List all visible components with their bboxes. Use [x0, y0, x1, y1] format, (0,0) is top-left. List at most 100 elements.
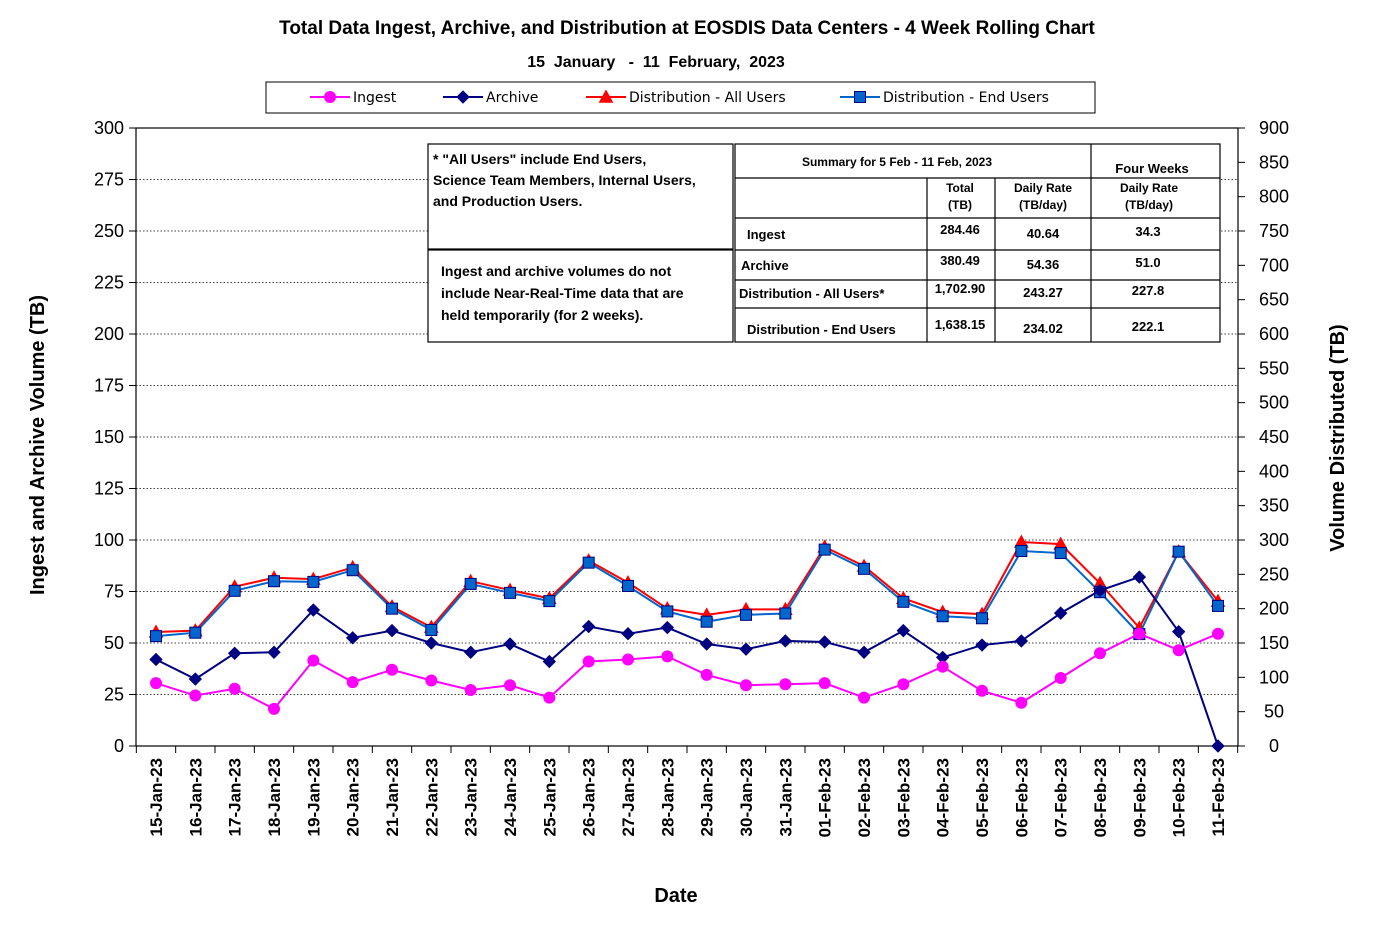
data-point — [1172, 644, 1185, 657]
x-axis-label: Date — [654, 885, 697, 907]
series-line — [155, 575, 1219, 747]
data-point — [189, 626, 202, 639]
x-tick-label: 06-Feb-23 — [1012, 758, 1031, 837]
table-cell-four-weeks: 34.3 — [1135, 224, 1160, 239]
note-all-users-line: and Production Users. — [433, 193, 582, 209]
data-point — [1212, 627, 1224, 640]
data-point — [857, 645, 871, 659]
x-tick-label: 22-Jan-23 — [422, 758, 441, 836]
y-left-tick-label: 75 — [104, 582, 124, 602]
table-cell-total: 1,702.90 — [935, 281, 986, 296]
x-tick-label: 11-Feb-23 — [1209, 758, 1228, 836]
data-point — [306, 603, 321, 617]
x-tick-label: 30-Jan-23 — [737, 758, 756, 836]
data-point — [1053, 606, 1068, 620]
y-right-tick-label: 300 — [1259, 530, 1289, 550]
x-tick-label: 25-Jan-23 — [540, 758, 559, 836]
x-tick-label: 05-Feb-23 — [973, 758, 992, 837]
legend-label: Distribution - End Users — [883, 90, 1049, 106]
table-cell-four-weeks: 222.1 — [1132, 319, 1165, 334]
data-point — [897, 678, 910, 691]
note-all-users-line: * "All Users" include End Users, — [433, 151, 646, 167]
data-point — [1171, 624, 1186, 639]
table-cell-total: 284.46 — [940, 222, 980, 237]
data-point — [818, 543, 831, 556]
data-point — [1212, 599, 1224, 612]
data-point — [622, 653, 634, 666]
data-point — [150, 630, 162, 643]
x-tick-label: 18-Jan-23 — [265, 758, 284, 836]
data-point — [425, 674, 438, 687]
y-right-tick-label: 750 — [1259, 221, 1289, 241]
legend-box — [265, 81, 1096, 114]
legend: Ingest Archive Distribution - All Users Dis… — [265, 81, 1096, 114]
data-point — [1093, 583, 1107, 598]
data-point — [779, 607, 792, 620]
data-point — [463, 645, 478, 659]
y-right-tick-label: 600 — [1259, 324, 1289, 344]
data-point — [858, 691, 870, 704]
y-right-tick-label: 250 — [1259, 564, 1289, 584]
x-tick-label: 03-Feb-23 — [894, 758, 913, 837]
data-point — [661, 650, 674, 663]
data-point — [818, 677, 831, 690]
data-point — [582, 655, 595, 668]
data-point — [976, 684, 988, 697]
x-tick-label: 07-Feb-23 — [1052, 758, 1071, 837]
data-point — [346, 564, 359, 577]
note-all-users-box — [427, 143, 734, 250]
data-point — [307, 654, 320, 667]
data-point — [542, 654, 557, 669]
data-point — [1132, 570, 1147, 584]
y-left-tick-label: 100 — [94, 530, 124, 550]
summary-table-frame — [734, 143, 1221, 343]
y-right-tick-label: 150 — [1259, 633, 1289, 653]
table-cell-daily: 54.36 — [1027, 257, 1060, 272]
table-col-daily: Daily Rate — [1014, 181, 1072, 195]
data-point — [1094, 647, 1106, 660]
data-point — [346, 676, 359, 689]
y-right-tick-label: 400 — [1259, 461, 1289, 481]
x-tick-label: 29-Jan-23 — [698, 758, 717, 836]
y-left-tick-label: 275 — [94, 170, 124, 190]
x-tick-label: 23-Jan-23 — [462, 758, 481, 836]
series-distribution-end-users — [150, 543, 1224, 643]
data-point — [228, 584, 241, 597]
x-tick-label: 21-Jan-23 — [383, 758, 402, 836]
y-right-tick-label: 200 — [1259, 599, 1289, 619]
data-point — [1172, 545, 1185, 558]
data-point — [228, 682, 241, 695]
data-point — [386, 602, 398, 615]
y-right-tick-label: 800 — [1259, 187, 1289, 207]
data-point — [227, 646, 242, 661]
note-nrt-line: Ingest and archive volumes do not — [441, 263, 672, 279]
y-axis-left-label: Ingest and Archive Volume (TB) — [27, 295, 49, 595]
table-row-label: Distribution - End Users — [747, 322, 896, 337]
series-layer — [148, 534, 1226, 753]
data-point — [543, 691, 556, 704]
data-point — [543, 595, 556, 608]
legend-marker — [854, 91, 866, 103]
y-right-tick-label: 350 — [1259, 496, 1289, 516]
data-point — [739, 642, 753, 656]
data-point — [858, 562, 870, 575]
data-point — [425, 623, 438, 636]
data-point — [936, 610, 949, 623]
data-point — [740, 608, 752, 621]
x-tick-label: 16-Jan-23 — [186, 758, 205, 836]
y-left-tick-label: 125 — [94, 479, 124, 499]
legend-label: Ingest — [353, 90, 397, 106]
data-point — [1054, 547, 1067, 560]
x-tick-label: 02-Feb-23 — [855, 758, 874, 837]
data-point — [1133, 627, 1146, 640]
data-point — [817, 635, 832, 649]
data-point — [700, 668, 713, 681]
data-point — [386, 663, 398, 676]
table-row-label: Ingest — [747, 227, 786, 242]
y-right-tick-label: 100 — [1259, 667, 1289, 687]
chart-title: Total Data Ingest, Archive, and Distribu… — [279, 18, 1095, 39]
table-col-total: (TB) — [948, 198, 972, 212]
data-point — [976, 612, 988, 625]
